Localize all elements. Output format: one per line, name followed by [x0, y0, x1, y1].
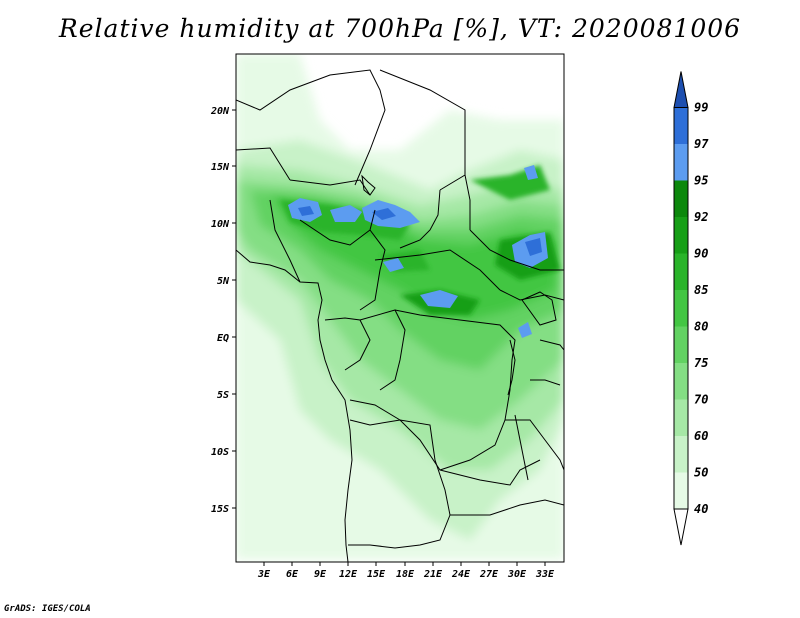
colorbar-box	[674, 472, 688, 509]
lon-label-9e: 9E	[314, 569, 327, 580]
lon-label-15e: 15E	[367, 569, 386, 580]
lat-label-15s: 15S	[211, 504, 229, 515]
colorbar-box	[674, 144, 688, 181]
colorbar-box	[674, 253, 688, 290]
map-frame	[235, 53, 565, 563]
lon-label-27e: 27E	[479, 569, 499, 580]
humidity-field	[236, 54, 564, 562]
latitude-axis: 20N 15N 10N 5N EQ 5S 10S 15S	[210, 106, 236, 515]
colorbar: 40 50 60 70 75 80 85 90 92 95 97 99	[673, 71, 709, 546]
lat-label-5s: 5S	[217, 390, 229, 401]
lon-label-3e: 3E	[257, 569, 271, 580]
colorbar-box	[674, 217, 688, 254]
colorbar-level-label: 99	[694, 101, 708, 115]
lat-label-eq: EQ	[217, 333, 229, 344]
colorbar-level-label: 40	[694, 502, 708, 516]
colorbar-box	[674, 399, 688, 436]
lat-label-15n: 15N	[211, 162, 230, 173]
colorbar-level-label: 80	[694, 320, 708, 334]
colorbar-max-triangle	[673, 71, 689, 108]
map-title: Relative humidity at 700hPa [%], VT: 202…	[58, 14, 742, 43]
colorbar-box	[674, 326, 688, 363]
lon-label-21e: 21E	[423, 569, 443, 580]
colorbar-level-label: 97	[694, 137, 709, 151]
colorbar-level-label: 70	[694, 393, 708, 407]
lon-label-30e: 30E	[507, 569, 527, 580]
colorbar-level-label: 95	[694, 174, 708, 188]
country-borders	[236, 69, 564, 562]
colorbar-level-label: 50	[694, 466, 708, 480]
lon-label-12e: 12E	[339, 569, 358, 580]
colorbar-box	[674, 180, 688, 217]
colorbar-level-label: 75	[694, 356, 708, 370]
colorbar-level-label: 85	[694, 283, 708, 297]
colorbar-outline	[673, 107, 689, 510]
colorbar-box	[674, 363, 688, 400]
lat-label-20n: 20N	[210, 106, 230, 117]
colorbar-level-label: 92	[694, 210, 708, 224]
lon-label-6e: 6E	[286, 569, 299, 580]
lat-label-5n: 5N	[217, 276, 230, 287]
lat-label-10n: 10N	[211, 219, 230, 230]
lon-label-18e: 18E	[396, 569, 415, 580]
colorbar-box	[674, 107, 688, 144]
lon-label-24e: 24E	[451, 569, 471, 580]
colorbar-level-label: 90	[694, 247, 708, 261]
colorbar-segments	[673, 71, 689, 546]
colorbar-box	[674, 436, 688, 473]
colorbar-box	[674, 290, 688, 327]
lon-label-33e: 33E	[535, 569, 555, 580]
longitude-axis: 3E 6E 9E 12E 15E 18E 21E 24E 27E 30E 33E	[257, 562, 555, 580]
grads-credit: GrADS: IGES/COLA	[4, 604, 91, 614]
colorbar-level-label: 60	[694, 429, 708, 443]
lat-label-10s: 10S	[211, 447, 229, 458]
colorbar-labels: 40 50 60 70 75 80 85 90 92 95 97 99	[694, 101, 709, 517]
colorbar-min-triangle	[673, 508, 689, 546]
